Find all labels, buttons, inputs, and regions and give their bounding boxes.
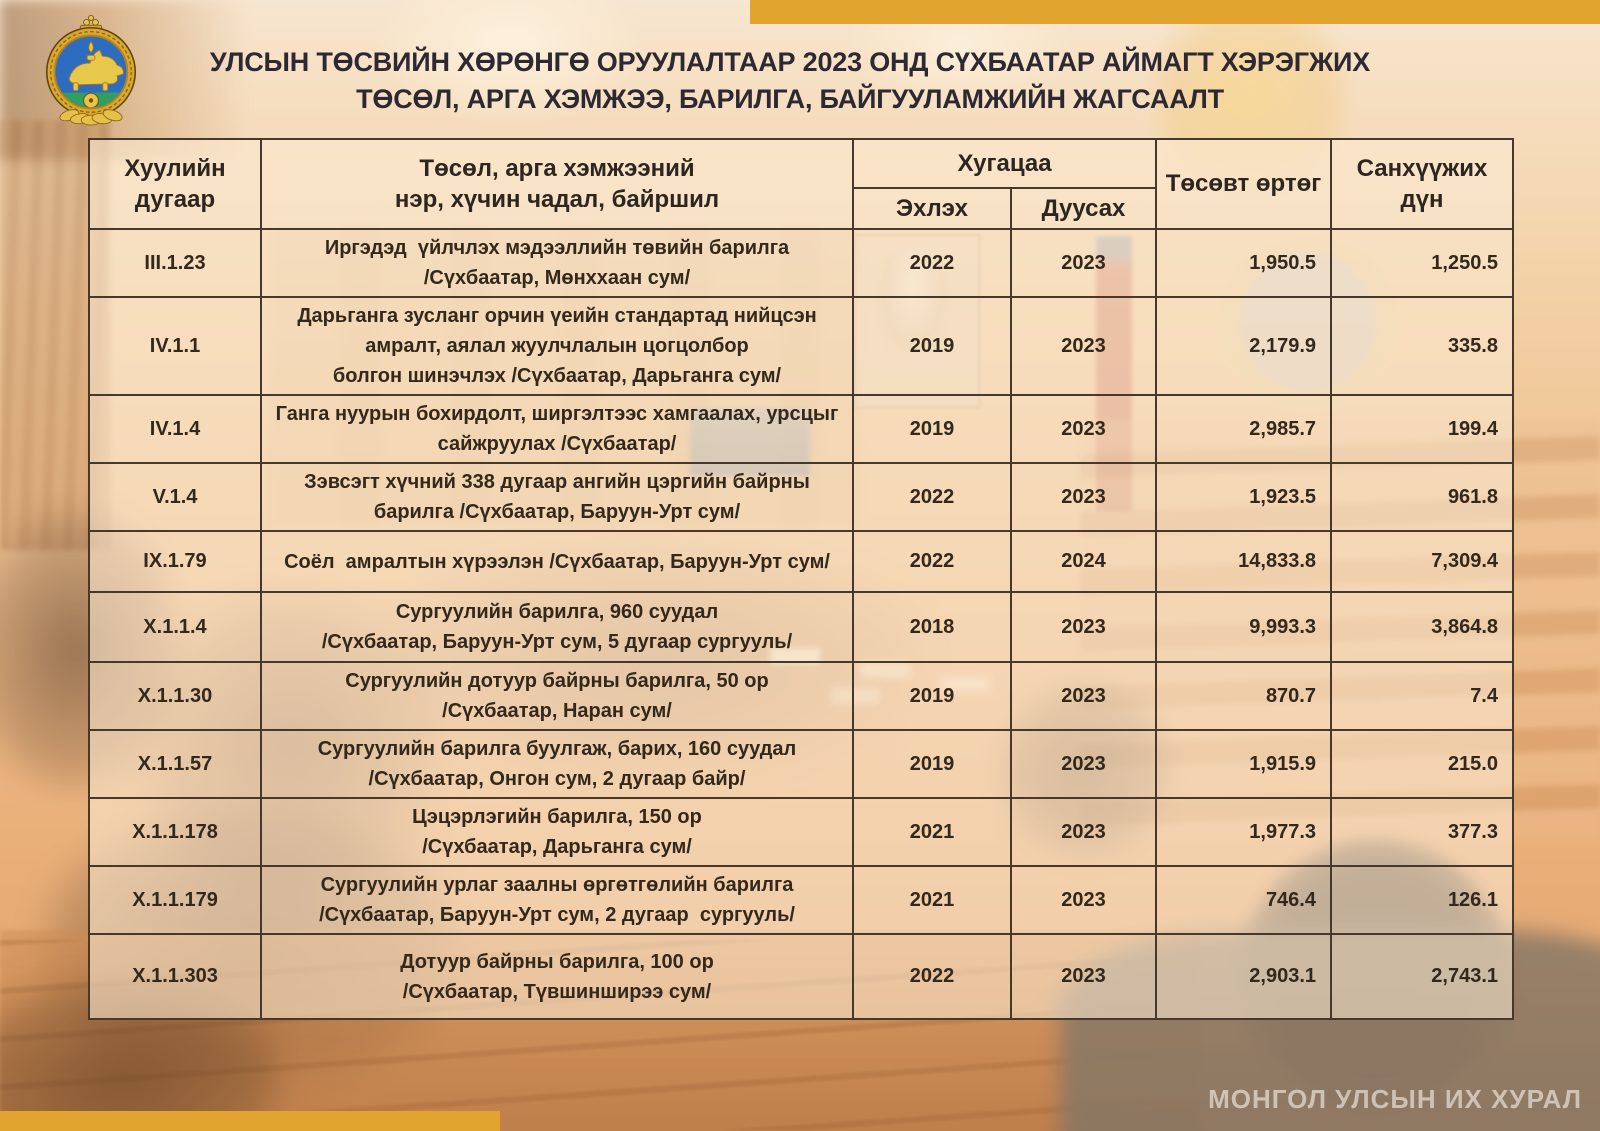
law-number-cell: X.1.1.303 <box>88 933 262 1020</box>
gold-accent-bar-top <box>750 0 1600 24</box>
table-row: IX.1.79 Соёл амралтын хүрээлэн /Сүхбаата… <box>88 530 1514 593</box>
financed-amount-cell: 7,309.4 <box>1330 530 1514 593</box>
start-year-cell: 2022 <box>852 530 1012 593</box>
law-number-cell: IV.1.4 <box>88 394 262 464</box>
financed-amount-cell: 215.0 <box>1330 729 1514 799</box>
table-row: X.1.1.179 Сургуулийн урлаг заалны өргөтг… <box>88 865 1514 935</box>
page-title-line1: УЛСЫН ТӨСВИЙН ХӨРӨНГӨ ОРУУЛАЛТААР 2023 О… <box>209 47 1371 77</box>
projects-table-body: III.1.23 Иргэдэд үйлчлэх мэдээллийн төви… <box>88 228 1514 1020</box>
financed-amount-cell: 335.8 <box>1330 296 1514 396</box>
budget-cost-cell: 746.4 <box>1155 865 1332 935</box>
project-name-cell: Иргэдэд үйлчлэх мэдээллийн төвийн барилг… <box>260 228 854 298</box>
budget-cost-cell: 14,833.8 <box>1155 530 1332 593</box>
project-name-cell: Сургуулийн урлаг заалны өргөтгөлийн бари… <box>260 865 854 935</box>
law-number-cell: X.1.1.30 <box>88 661 262 731</box>
end-year-cell: 2023 <box>1010 591 1157 663</box>
page-title: УЛСЫН ТӨСВИЙН ХӨРӨНГӨ ОРУУЛАЛТААР 2023 О… <box>110 44 1470 118</box>
page-title-line2: ТӨСӨЛ, АРГА ХЭМЖЭЭ, БАРИЛГА, БАЙГУУЛАМЖИ… <box>356 84 1224 114</box>
table-row: X.1.1.303 Дотуур байрны барилга, 100 ор … <box>88 933 1514 1020</box>
column-header-duration: Хугацаа <box>852 138 1157 189</box>
column-header-law-number: Хуулийн дугаар <box>88 138 262 230</box>
table-row: X.1.1.30 Сургуулийн дотуур байрны барилг… <box>88 661 1514 731</box>
financed-amount-cell: 377.3 <box>1330 797 1514 867</box>
project-name-cell: Дарьганга зусланг орчин үеийн стандартад… <box>260 296 854 396</box>
column-header-project-name: Төсөл, арга хэмжээний нэр, хүчин чадал, … <box>260 138 854 230</box>
budget-cost-cell: 1,923.5 <box>1155 462 1332 532</box>
budget-cost-cell: 2,985.7 <box>1155 394 1332 464</box>
budget-cost-cell: 9,993.3 <box>1155 591 1332 663</box>
table-row: X.1.1.178 Цэцэрлэгийн барилга, 150 ор /С… <box>88 797 1514 867</box>
start-year-cell: 2022 <box>852 933 1012 1020</box>
financed-amount-cell: 126.1 <box>1330 865 1514 935</box>
end-year-cell: 2023 <box>1010 228 1157 298</box>
start-year-cell: 2018 <box>852 591 1012 663</box>
start-year-cell: 2022 <box>852 228 1012 298</box>
law-number-cell: IV.1.1 <box>88 296 262 396</box>
law-number-cell: V.1.4 <box>88 462 262 532</box>
start-year-cell: 2019 <box>852 729 1012 799</box>
end-year-cell: 2023 <box>1010 865 1157 935</box>
budget-cost-cell: 2,903.1 <box>1155 933 1332 1020</box>
end-year-cell: 2023 <box>1010 394 1157 464</box>
table-row: IV.1.4 Ганга нуурын бохирдолт, ширгэлтээ… <box>88 394 1514 464</box>
start-year-cell: 2021 <box>852 865 1012 935</box>
table-row: IV.1.1 Дарьганга зусланг орчин үеийн ста… <box>88 296 1514 396</box>
project-name-cell: Сургуулийн дотуур байрны барилга, 50 ор … <box>260 661 854 731</box>
table-row: X.1.1.4 Сургуулийн барилга, 960 суудал /… <box>88 591 1514 663</box>
end-year-cell: 2024 <box>1010 530 1157 593</box>
column-header-end: Дуусах <box>1010 187 1157 230</box>
law-number-cell: X.1.1.57 <box>88 729 262 799</box>
financed-amount-cell: 7.4 <box>1330 661 1514 731</box>
projects-table: Хуулийн дугаар Төсөл, арга хэмжээний нэр… <box>88 138 1514 1020</box>
projects-table-header: Хуулийн дугаар Төсөл, арга хэмжээний нэр… <box>88 138 1514 230</box>
financed-amount-cell: 2,743.1 <box>1330 933 1514 1020</box>
project-name-cell: Дотуур байрны барилга, 100 ор /Сүхбаатар… <box>260 933 854 1020</box>
table-row: X.1.1.57 Сургуулийн барилга буулгаж, бар… <box>88 729 1514 799</box>
column-header-financed-amount: Санхүүжих дүн <box>1330 138 1514 230</box>
financed-amount-cell: 961.8 <box>1330 462 1514 532</box>
financed-amount-cell: 199.4 <box>1330 394 1514 464</box>
project-name-cell: Сургуулийн барилга буулгаж, барих, 160 с… <box>260 729 854 799</box>
table-row: V.1.4 Зэвсэгт хүчний 338 дугаар ангийн ц… <box>88 462 1514 532</box>
project-name-cell: Зэвсэгт хүчний 338 дугаар ангийн цэргийн… <box>260 462 854 532</box>
project-name-cell: Цэцэрлэгийн барилга, 150 ор /Сүхбаатар, … <box>260 797 854 867</box>
budget-cost-cell: 870.7 <box>1155 661 1332 731</box>
financed-amount-cell: 3,864.8 <box>1330 591 1514 663</box>
gold-accent-bar-bottom <box>0 1111 500 1131</box>
project-name-cell: Соёл амралтын хүрээлэн /Сүхбаатар, Баруу… <box>260 530 854 593</box>
budget-cost-cell: 2,179.9 <box>1155 296 1332 396</box>
watermark-text: МОНГОЛ УЛСЫН ИХ ХУРАЛ <box>1208 1084 1582 1114</box>
budget-cost-cell: 1,915.9 <box>1155 729 1332 799</box>
law-number-cell: X.1.1.179 <box>88 865 262 935</box>
end-year-cell: 2023 <box>1010 661 1157 731</box>
start-year-cell: 2019 <box>852 296 1012 396</box>
project-name-cell: Ганга нуурын бохирдолт, ширгэлтээс хамга… <box>260 394 854 464</box>
start-year-cell: 2019 <box>852 394 1012 464</box>
end-year-cell: 2023 <box>1010 933 1157 1020</box>
law-number-cell: III.1.23 <box>88 228 262 298</box>
end-year-cell: 2023 <box>1010 462 1157 532</box>
end-year-cell: 2023 <box>1010 296 1157 396</box>
mongolia-state-emblem-icon <box>45 14 137 126</box>
law-number-cell: X.1.1.178 <box>88 797 262 867</box>
table-row: III.1.23 Иргэдэд үйлчлэх мэдээллийн төви… <box>88 228 1514 298</box>
start-year-cell: 2021 <box>852 797 1012 867</box>
end-year-cell: 2023 <box>1010 797 1157 867</box>
financed-amount-cell: 1,250.5 <box>1330 228 1514 298</box>
budget-cost-cell: 1,950.5 <box>1155 228 1332 298</box>
law-number-cell: IX.1.79 <box>88 530 262 593</box>
budget-cost-cell: 1,977.3 <box>1155 797 1332 867</box>
start-year-cell: 2019 <box>852 661 1012 731</box>
column-header-start: Эхлэх <box>852 187 1012 230</box>
law-number-cell: X.1.1.4 <box>88 591 262 663</box>
project-name-cell: Сургуулийн барилга, 960 суудал /Сүхбаата… <box>260 591 854 663</box>
column-header-budget-cost: Төсөвт өртөг <box>1155 138 1332 230</box>
start-year-cell: 2022 <box>852 462 1012 532</box>
end-year-cell: 2023 <box>1010 729 1157 799</box>
